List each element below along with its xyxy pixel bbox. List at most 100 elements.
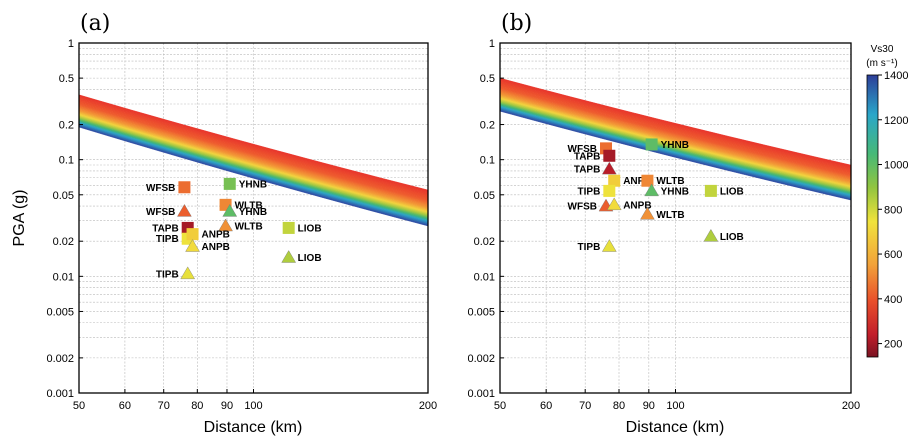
- station-label: YHNB: [661, 186, 689, 197]
- station-triangle-marker: [185, 239, 200, 252]
- colorbar-tick-label: 200: [884, 339, 902, 351]
- station-label: TIPB: [578, 186, 601, 197]
- station-label: WFSB: [146, 183, 175, 194]
- y-tick-label: 0.1: [480, 155, 495, 167]
- y-tick-label: 0.02: [474, 236, 495, 248]
- y-tick-label: 0.002: [467, 353, 495, 365]
- panel-label-b: (b): [501, 11, 532, 36]
- x-tick-label: 200: [419, 400, 437, 412]
- x-tick-label: 100: [244, 400, 262, 412]
- x-axis-title-b: Distance (km): [626, 419, 725, 436]
- station-label: TAPB: [152, 223, 178, 234]
- band-strip: [500, 110, 851, 201]
- y-tick-label: 0.05: [53, 190, 74, 202]
- station-label: LIOB: [298, 223, 322, 234]
- station-triangle-marker: [703, 228, 719, 242]
- y-tick-label: 0.001: [467, 388, 495, 400]
- station-label: LIOB: [720, 186, 744, 197]
- station-label: WLTB: [235, 200, 263, 211]
- station-label: TIPB: [156, 269, 179, 280]
- x-tick-label: 90: [221, 400, 233, 412]
- station-label: ANPB: [623, 176, 651, 187]
- colorbar-tick-label: 1200: [884, 115, 908, 127]
- y-tick-label: 0.5: [480, 73, 495, 85]
- station-triangle-marker: [222, 204, 238, 217]
- y-tick-label: 0.002: [46, 353, 74, 365]
- station-triangle-marker: [644, 183, 659, 197]
- station-label: WFSB: [146, 207, 175, 218]
- station-square-marker: [282, 221, 295, 234]
- station-label: WLTB: [235, 222, 263, 233]
- x-tick-label: 100: [666, 400, 684, 412]
- station-label: ANPB: [202, 242, 230, 253]
- y-axis-title-a: PGA (g): [11, 190, 28, 247]
- x-tick-label: 50: [494, 400, 506, 412]
- station-square-marker: [186, 228, 199, 241]
- panel-label-a: (a): [80, 11, 110, 36]
- y-tick-label: 0.2: [480, 120, 495, 132]
- x-tick-label: 60: [540, 400, 552, 412]
- vs30-colorbar: Vs30 (m s⁻¹) 1400 1200 1000 800 600 400 200: [866, 44, 908, 358]
- station-label: TAPB: [574, 165, 600, 176]
- colorbar-tick-label: 1000: [884, 160, 908, 172]
- colorbar-title: Vs30: [871, 44, 894, 55]
- station-label: WFSB: [568, 202, 597, 213]
- grid-a: [78, 42, 429, 394]
- station-label: ANPB: [623, 200, 651, 211]
- y-tick-label: 0.2: [59, 120, 74, 132]
- x-tick-label: 50: [73, 400, 85, 412]
- station-label: TIPB: [156, 234, 179, 245]
- station-label: YHNB: [661, 140, 689, 151]
- x-axis-title-a: Distance (km): [204, 419, 303, 436]
- station-square-marker: [645, 138, 658, 151]
- station-triangle-marker: [177, 204, 192, 217]
- station-square-marker: [608, 174, 621, 187]
- y-tick-label: 0.005: [467, 306, 495, 318]
- y-tick-label: 1: [489, 38, 495, 50]
- colorbar-ticks: 1400 1200 1000 800 600 400 200: [878, 70, 908, 351]
- colorbar-tick-label: 800: [884, 204, 902, 216]
- x-tick-label: 80: [191, 400, 203, 412]
- station-triangle-marker: [601, 161, 617, 175]
- station-label: WFSB: [568, 144, 597, 155]
- station-square-marker: [223, 177, 236, 190]
- x-tick-label: 60: [119, 400, 131, 412]
- station-label: ANPB: [202, 230, 230, 241]
- station-label: LIOB: [298, 253, 322, 264]
- x-tick-label: 90: [643, 400, 655, 412]
- station-square-marker: [704, 184, 717, 197]
- x-tick-label: 70: [579, 400, 591, 412]
- y-tick-label: 0.01: [474, 271, 495, 283]
- colorbar-tick-label: 1400: [884, 70, 908, 82]
- station-triangle-marker: [218, 218, 233, 232]
- ticks-a: 50 60 70 80 90 100 200 0.001 0.002 0.005 0.01 0.02 0…: [46, 38, 437, 412]
- station-label: TIPB: [578, 242, 601, 253]
- y-tick-label: 0.01: [53, 271, 74, 283]
- colorbar-unit: (m s⁻¹): [866, 58, 897, 69]
- station-triangle-marker: [606, 197, 622, 211]
- ticks-b: 50 60 70 80 90 100 200 0.001 0.002 0.005 0.01 0.02 0…: [467, 38, 860, 412]
- station-label: TAPB: [574, 151, 600, 162]
- station-triangle-marker: [601, 239, 617, 252]
- station-square-marker: [603, 149, 616, 162]
- station-label: WLTB: [656, 210, 684, 221]
- x-tick-label: 200: [842, 400, 860, 412]
- y-tick-label: 0.1: [59, 155, 74, 167]
- x-tick-label: 80: [613, 400, 625, 412]
- y-tick-label: 0.02: [53, 236, 74, 248]
- station-label: WLTB: [656, 176, 684, 187]
- station-triangle-marker: [281, 250, 297, 263]
- colorbar-tick-label: 400: [884, 294, 902, 306]
- prediction-band-b: [500, 77, 851, 201]
- y-tick-label: 0.005: [46, 306, 74, 318]
- station-label: YHNB: [239, 207, 267, 218]
- band-strip: [79, 126, 428, 227]
- y-tick-label: 0.001: [46, 388, 74, 400]
- station-square-marker: [641, 174, 654, 187]
- colorbar-gradient: [866, 74, 879, 358]
